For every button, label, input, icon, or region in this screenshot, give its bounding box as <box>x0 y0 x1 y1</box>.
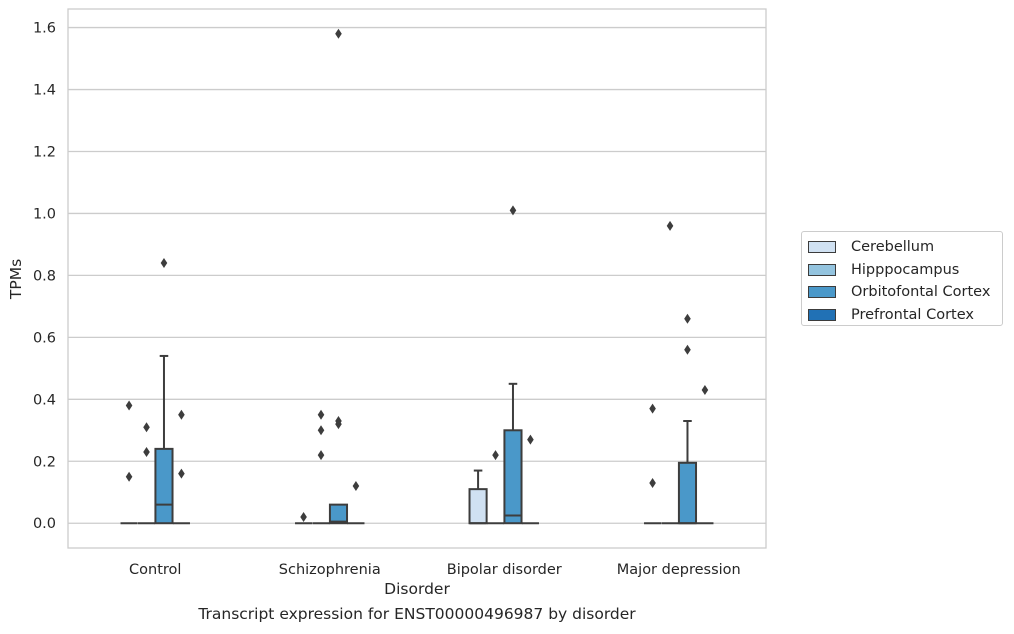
legend-item: Orbitofontal Cortex <box>808 281 1002 304</box>
outlier-point <box>701 385 709 396</box>
outlier-point <box>178 468 185 479</box>
outlier-point <box>317 409 325 420</box>
y-tick-label: 1.2 <box>33 144 56 160</box>
x-tick-label: Major depression <box>617 562 741 578</box>
box-2-0 <box>154 258 174 525</box>
box-1-2 <box>486 450 505 525</box>
y-tick-label: 0.8 <box>33 268 56 284</box>
box-3-3 <box>696 385 714 525</box>
y-axis-ticks: 0.0 0.2 0.4 0.6 0.8 1.0 1.2 1.4 1.6 <box>33 21 56 533</box>
outlier-point <box>527 434 534 445</box>
x-tick-label: Schizophrenia <box>279 562 381 578</box>
y-tick-label: 1.6 <box>33 21 56 37</box>
legend-item: Hipppocampus <box>808 259 1002 282</box>
outlier-point <box>143 446 150 457</box>
box-body <box>503 429 523 525</box>
outlier-point <box>125 471 133 482</box>
outlier-point <box>649 403 656 414</box>
grid-lines <box>68 26 766 524</box>
outlier-point <box>143 422 150 433</box>
legend-item: Cerebellum <box>808 236 1002 259</box>
outlier-point <box>178 409 185 420</box>
legend-swatch <box>808 286 836 299</box>
box-body <box>154 447 174 525</box>
outlier-point <box>300 512 307 523</box>
outlier-point <box>352 481 360 492</box>
outlier-point <box>160 258 168 269</box>
y-tick-label: 0.0 <box>33 516 56 532</box>
box-body <box>468 488 488 525</box>
x-axis-ticks: Control Schizophrenia Bipolar disorder Majo… <box>129 562 741 578</box>
box-0-1 <box>295 512 313 525</box>
plot-marks <box>120 28 714 525</box>
legend-label: Cerebellum <box>851 239 935 256</box>
legend-label: Orbitofontal Cortex <box>851 284 991 301</box>
outlier-point <box>317 450 325 461</box>
outlier-point <box>684 344 691 355</box>
outlier-point <box>335 419 342 430</box>
box-0-0 <box>120 400 138 525</box>
outlier-point <box>509 205 517 216</box>
y-tick-label: 0.2 <box>33 454 56 470</box>
y-tick-label: 0.6 <box>33 330 56 346</box>
legend-label: Hipppocampus <box>851 261 960 278</box>
box-3-0 <box>172 409 190 525</box>
legend: Cerebellum Hipppocampus Orbitofontal Corte… <box>801 231 1003 326</box>
box-0-2 <box>468 469 488 525</box>
legend-item: Prefrontal Cortex <box>808 304 1002 327</box>
outlier-point <box>125 400 133 411</box>
box-body <box>677 461 698 525</box>
x-axis-title: Disorder <box>384 580 450 598</box>
y-axis-title: TPMs <box>7 259 25 300</box>
box-3-1 <box>347 481 365 525</box>
x-tick-label: Bipolar disorder <box>447 562 562 578</box>
legend-swatch <box>808 308 836 321</box>
box-1-1 <box>312 409 330 525</box>
plot-frame <box>67 8 767 549</box>
x-tick-label: Control <box>129 562 181 578</box>
outlier-point <box>317 425 325 436</box>
box-1-3 <box>661 220 679 525</box>
box-2-2 <box>503 205 523 525</box>
y-tick-label: 1.4 <box>33 83 56 99</box>
box-1-0 <box>137 422 156 525</box>
outlier-point <box>684 313 691 324</box>
box-2-3 <box>677 313 698 525</box>
outlier-point <box>492 450 499 461</box>
box-2-1 <box>328 28 349 525</box>
box-body <box>328 503 349 525</box>
legend-label: Prefrontal Cortex <box>851 306 974 323</box>
outlier-point <box>666 220 674 231</box>
legend-swatch <box>808 263 836 276</box>
outlier-point <box>649 477 656 488</box>
box-3-2 <box>521 434 539 525</box>
y-tick-label: 0.4 <box>33 392 56 408</box>
legend-swatch <box>808 241 836 254</box>
box-0-3 <box>644 403 662 525</box>
y-tick-label: 1.0 <box>33 206 56 222</box>
outlier-point <box>335 28 342 39</box>
chart-caption: Transcript expression for ENST0000049698… <box>198 605 636 623</box>
